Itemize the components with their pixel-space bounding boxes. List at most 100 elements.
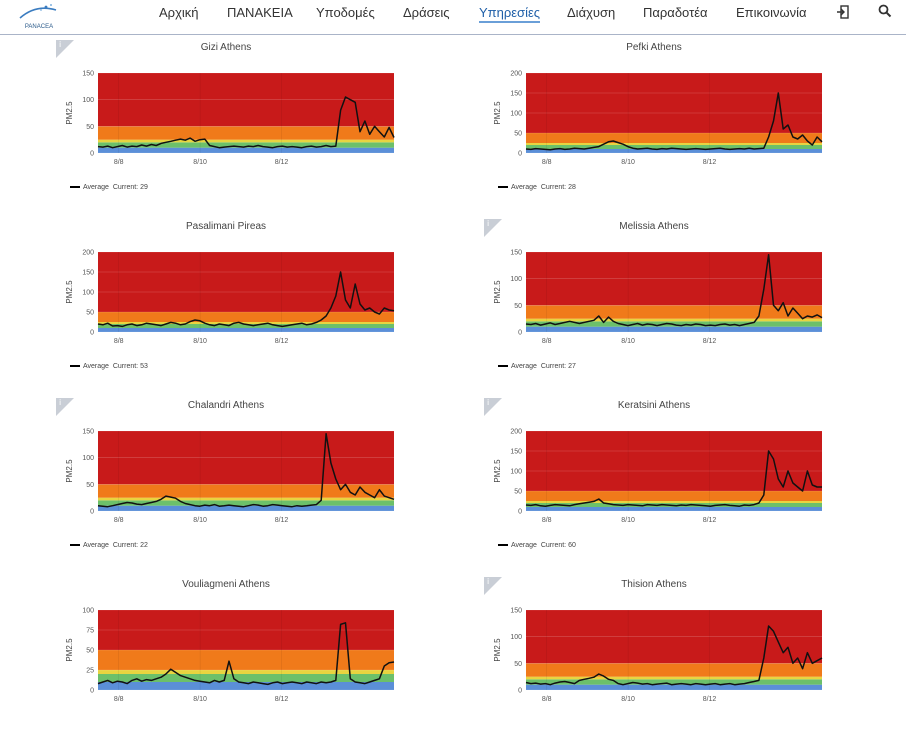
aqi-band-4 (526, 73, 822, 133)
x-tick-label: 8/12 (703, 517, 717, 524)
aqi-band-0 (526, 149, 822, 153)
logo-swoosh-icon (19, 4, 57, 19)
series-average-line[interactable] (525, 253, 823, 327)
aqi-band-2 (98, 322, 394, 324)
series-average-line[interactable] (525, 625, 823, 686)
x-tick-label: 8/8 (542, 338, 552, 345)
chart-legend: Average Current: 22 (70, 542, 148, 549)
y-tick-label: 150 (510, 250, 522, 257)
y-tick-label: 50 (86, 124, 94, 131)
pm25-chart: 0 50 100 150 200 8/8 8/10 8/12 PM2.5 (493, 429, 822, 524)
y-tick-label: 0 (518, 330, 522, 337)
aqi-band-3 (526, 133, 822, 143)
chart-title: Pefki Athens (626, 42, 682, 53)
chart-title: Gizi Athens (200, 42, 252, 53)
y-tick-label: 200 (82, 250, 94, 257)
x-tick-label: 8/8 (114, 696, 124, 703)
y-axis-label: PM2.5 (493, 280, 502, 304)
nav-contact[interactable]: Επικοινωνία (736, 5, 807, 20)
current-value: Current: 28 (540, 184, 576, 191)
y-tick-label: 150 (510, 91, 522, 98)
logo-text: PANACEA (24, 24, 54, 30)
x-tick-label: 8/10 (193, 696, 207, 703)
chart-legend: Average Current: 29 (70, 184, 148, 191)
legend-line-icon (498, 365, 508, 368)
nav-home[interactable]: Αρχική (159, 5, 199, 20)
x-tick-label: 8/12 (703, 696, 717, 703)
y-axis-label: PM2.5 (493, 638, 502, 662)
y-tick-label: 25 (86, 668, 94, 675)
chart-panel-pasalimani: Pasalimani Pireas 0 50 100 150 200 8/8 8/10 8/1… (56, 219, 436, 389)
aqi-band-0 (98, 505, 394, 511)
x-tick-label: 8/8 (114, 338, 124, 345)
current-value: Current: 53 (112, 363, 148, 370)
pm25-chart: 0 50 100 150 8/8 8/10 8/12 PM2.5 (65, 429, 395, 524)
y-tick-label: 100 (510, 634, 522, 641)
nav-deliverables[interactable]: Παραδοτέα (643, 5, 708, 20)
x-tick-label: 8/8 (114, 517, 124, 524)
chart-panel-vouliagmeni: Vouliagmeni Athens 0 25 50 75 100 8/8 8/10 8/12… (56, 577, 436, 747)
nav-dissemination[interactable]: Διάχυση (567, 5, 616, 20)
nav-services[interactable]: Υπηρεσίες (479, 5, 541, 23)
y-tick-label: 100 (510, 111, 522, 118)
y-tick-label: 150 (82, 270, 94, 277)
chart-title: Melissia Athens (619, 221, 689, 232)
y-tick-label: 100 (82, 97, 94, 104)
chart-panel-pefki: Pefki Athens 0 50 100 150 200 8/8 8/10 8/12 PM2.… (484, 40, 864, 210)
info-corner-button[interactable] (484, 219, 502, 237)
series-average-line[interactable] (97, 622, 395, 686)
legend-line-icon (70, 365, 80, 368)
y-tick-label: 50 (514, 131, 522, 138)
y-axis-label: PM2.5 (65, 459, 74, 483)
nav-panakeia[interactable]: ΠΑΝΑΚΕΙΑ (227, 5, 293, 20)
chart-panel-chalandri: i Chalandri Athens 0 50 100 150 8/8 8/10 8/12 P… (56, 398, 436, 568)
legend-line-icon (70, 544, 80, 547)
y-tick-label: 150 (510, 608, 522, 615)
panacea-logo[interactable]: PANACEA (16, 2, 62, 30)
info-corner-button[interactable] (56, 40, 74, 58)
series-average-line[interactable] (525, 450, 822, 507)
y-tick-label: 150 (82, 71, 94, 78)
logout-icon[interactable] (836, 4, 850, 25)
aqi-band-1 (98, 500, 394, 506)
info-corner-button[interactable] (484, 398, 502, 416)
aqi-band-3 (98, 484, 394, 498)
aqi-band-0 (98, 147, 394, 153)
y-tick-label: 150 (82, 429, 94, 436)
current-value: Current: 60 (540, 542, 576, 549)
search-icon[interactable] (878, 4, 892, 23)
series-average-line[interactable] (97, 271, 395, 328)
info-corner-button[interactable] (484, 577, 502, 595)
y-tick-label: 100 (82, 608, 94, 615)
chart-panel-keratsini: i Keratsini Athens 0 50 100 150 200 8/8 8/10 8/… (484, 398, 864, 568)
chart-title: Vouliagmeni Athens (182, 579, 270, 590)
nav-infrastructure[interactable]: Υποδομές (316, 5, 375, 20)
aqi-band-2 (98, 139, 394, 143)
series-average-line[interactable] (97, 432, 395, 508)
series-average-line[interactable] (97, 96, 395, 149)
x-tick-label: 8/12 (703, 338, 717, 345)
aqi-band-2 (526, 318, 822, 322)
x-tick-label: 8/8 (114, 159, 124, 166)
aqi-band-2 (98, 497, 394, 501)
legend-label: Average (83, 542, 109, 549)
series-average-line[interactable] (525, 92, 823, 151)
x-tick-label: 8/12 (275, 338, 289, 345)
aqi-band-3 (98, 650, 394, 670)
y-tick-label: 200 (510, 429, 522, 436)
y-tick-label: 0 (518, 151, 522, 158)
y-tick-label: 0 (90, 509, 94, 516)
y-tick-label: 50 (86, 310, 94, 317)
chart-legend: Average Current: 53 (70, 363, 148, 370)
aqi-band-1 (98, 674, 394, 682)
info-corner-button[interactable] (56, 398, 74, 416)
chart-legend: Average Current: 28 (498, 184, 576, 191)
y-tick-label: 50 (514, 303, 522, 310)
pm25-chart: 0 25 50 75 100 8/8 8/10 8/12 PM2.5 (65, 608, 395, 703)
aqi-band-3 (526, 491, 822, 501)
aqi-band-2 (526, 501, 822, 503)
nav-actions[interactable]: Δράσεις (403, 5, 450, 20)
chart-panel-melissia: i Melissia Athens 0 50 100 150 8/8 8/10 8/12 PM… (484, 219, 864, 389)
y-tick-label: 100 (82, 455, 94, 462)
x-tick-label: 8/10 (193, 159, 207, 166)
